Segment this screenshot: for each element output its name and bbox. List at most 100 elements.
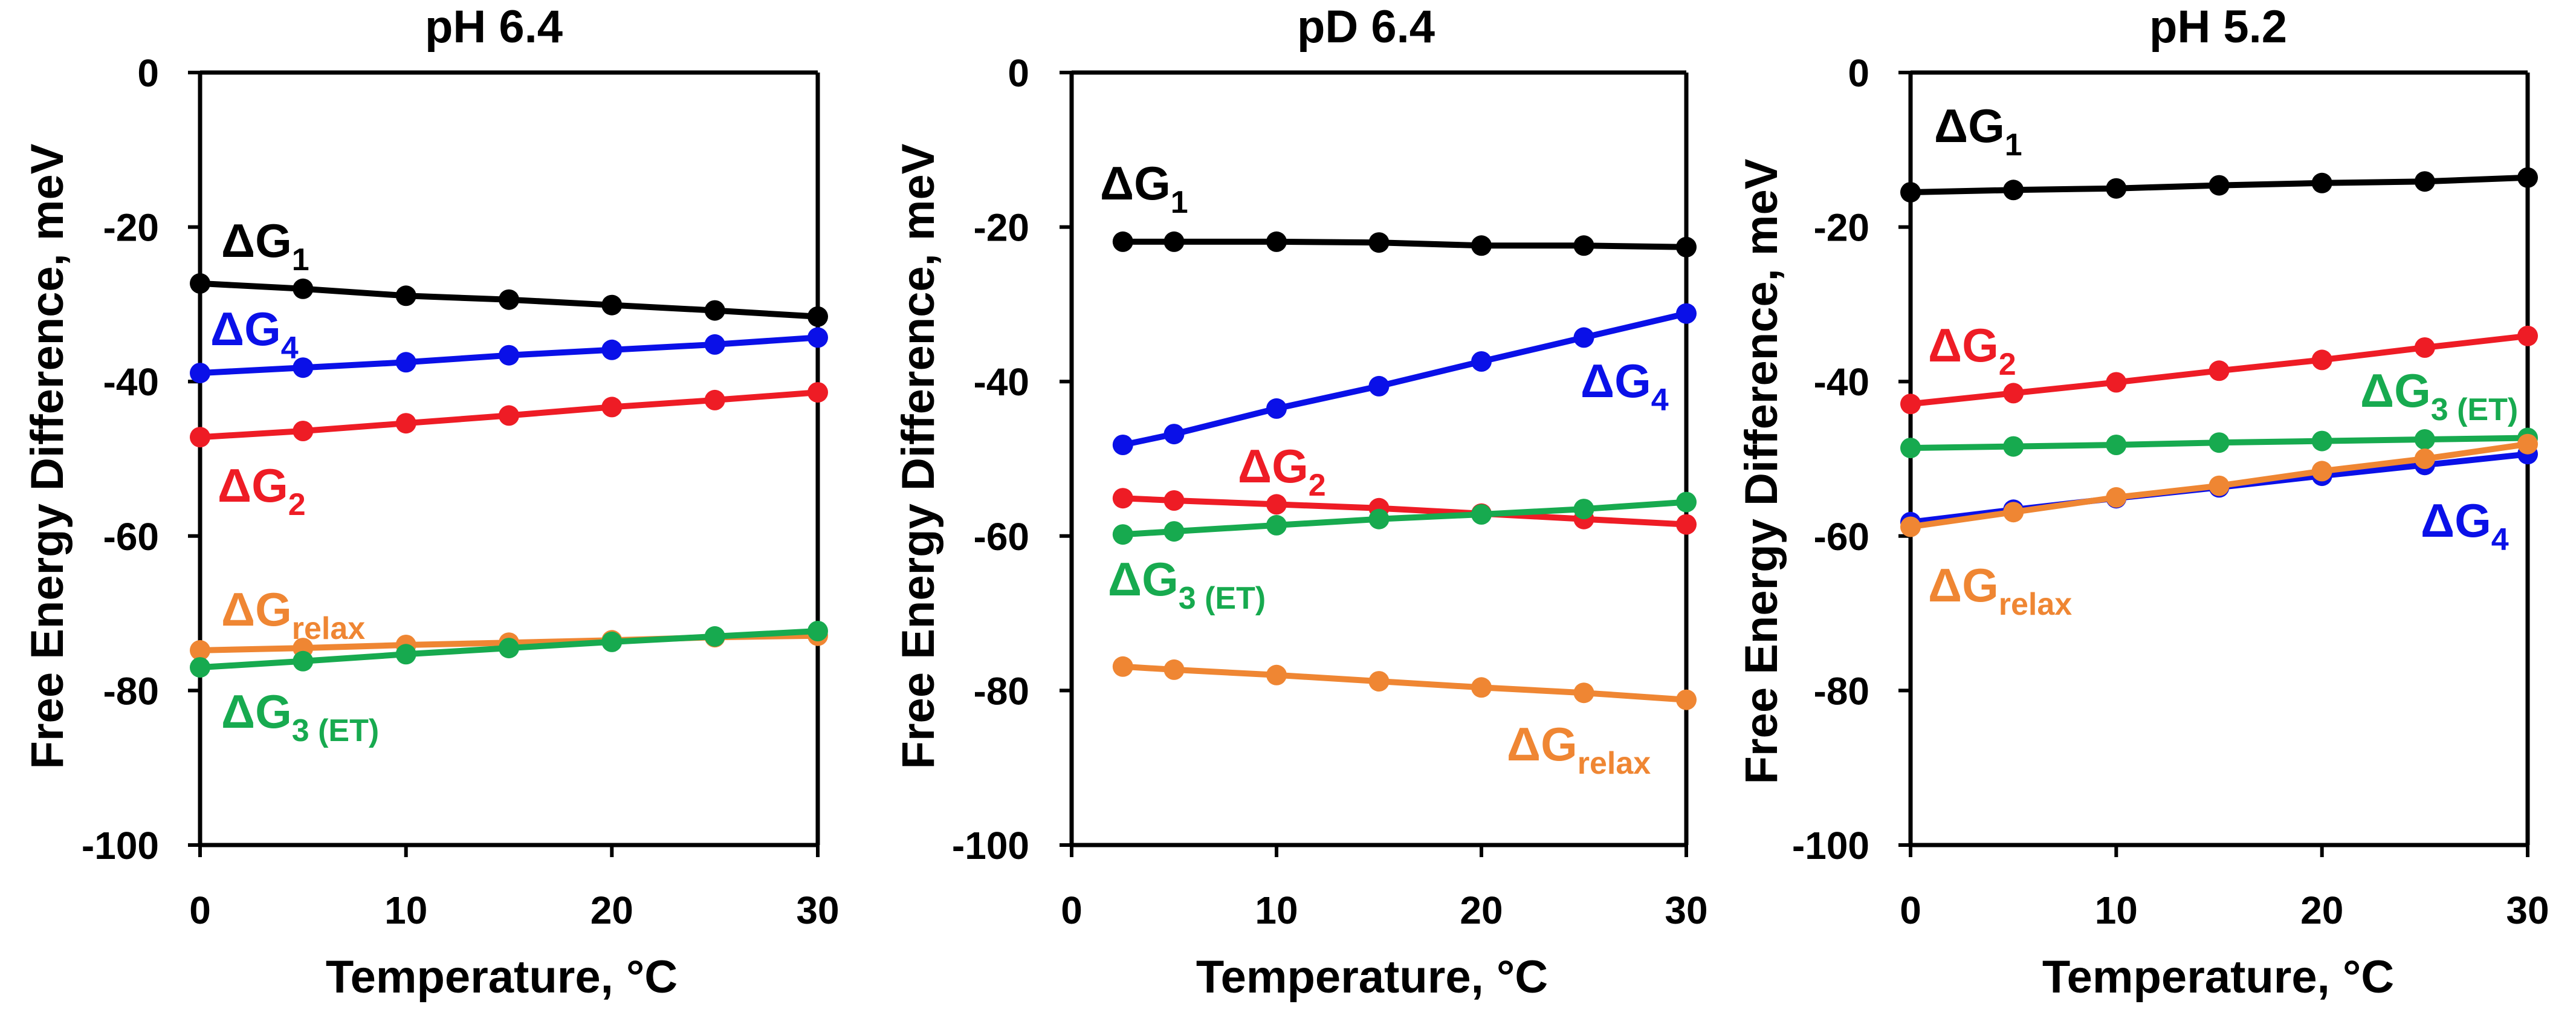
panel-3-ytick-label: -60 — [1814, 515, 1870, 559]
label-main: ΔG — [1108, 552, 1179, 606]
data-point-g1 — [2106, 178, 2127, 199]
data-point-g3-et — [2414, 429, 2435, 450]
data-point-g2 — [1900, 394, 1921, 415]
panel-2-y-ticks: 0 -20 -40 -60 -80 -100 — [952, 51, 1072, 867]
series-g2 — [1900, 325, 2538, 415]
data-point-g4 — [499, 345, 519, 366]
panel-3-ytick-label: 0 — [1848, 51, 1869, 95]
data-point-g2 — [2209, 360, 2230, 381]
data-point-g3-et — [499, 638, 519, 659]
data-point-grelax — [1471, 677, 1492, 698]
panel-2-label-dgrelax: ΔGrelax — [1507, 717, 1651, 781]
panel-1-xtick-label: 30 — [796, 889, 839, 932]
panel-3-xtick-label: 10 — [2095, 889, 2138, 932]
panel-1-ytick-label: -20 — [103, 206, 160, 250]
panel-1-label-dg3: ΔG3 (ET) — [221, 685, 379, 748]
panel-1-ytick-label: -40 — [103, 360, 160, 404]
series-g1 — [190, 273, 828, 327]
data-point-grelax — [1163, 659, 1185, 680]
data-point-g4 — [1266, 398, 1287, 419]
label-sub: 1 — [292, 242, 309, 277]
panel-1-axes — [198, 70, 820, 847]
label-sub: 2 — [288, 487, 306, 522]
label-main: ΔG — [1238, 439, 1309, 493]
panel-2-label-dg1: ΔG1 — [1100, 157, 1188, 220]
data-point-g1 — [1112, 231, 1133, 252]
label-main: ΔG — [2360, 364, 2431, 417]
label-sub: relax — [1999, 587, 2073, 622]
data-point-g1 — [1573, 235, 1594, 256]
panel-1-label-dg4: ΔG4 — [210, 302, 299, 366]
panel-1-xtick-label: 0 — [189, 889, 211, 932]
label-sub: relax — [292, 611, 366, 646]
label-sub: 3 (ET) — [2431, 392, 2518, 427]
data-point-g2 — [1676, 514, 1697, 535]
label-main: ΔG — [1928, 559, 1999, 612]
label-main: ΔG — [1934, 99, 2005, 152]
series-g1 — [1900, 167, 2538, 203]
panel-3-ylabel: Free Energy Difference, meV — [1736, 158, 1787, 784]
panel-3-y-ticks: 0 -20 -40 -60 -80 -100 — [1792, 51, 1911, 867]
panel-3-label-dg1: ΔG1 — [1934, 99, 2022, 163]
label-main: ΔG — [221, 214, 292, 267]
panel-3-xtick-label: 0 — [1900, 889, 1921, 932]
panel-1-label-dg1: ΔG1 — [221, 214, 309, 277]
panel-1-xlabel: Temperature, °C — [326, 951, 678, 1003]
data-point-grelax — [2209, 475, 2230, 496]
data-point-g1 — [499, 289, 519, 310]
panel-3-xlabel: Temperature, °C — [2042, 951, 2394, 1003]
panel-3-ytick-label: -20 — [1814, 206, 1870, 250]
label-sub: relax — [1578, 746, 1651, 781]
data-point-g4 — [601, 339, 623, 360]
series-g3-et — [1112, 491, 1697, 545]
panel-1-label-dg2: ΔG2 — [218, 459, 306, 522]
data-point-g4 — [1471, 351, 1492, 372]
data-point-g2 — [499, 405, 519, 426]
data-point-g3-et — [293, 650, 314, 672]
data-point-g2 — [1163, 490, 1185, 511]
data-point-g3-et — [601, 631, 623, 652]
panel-1-annotations: ΔG1 ΔG4 ΔG2 ΔGrelax ΔG3 (ET) — [210, 214, 379, 748]
data-point-g3-et — [1676, 491, 1697, 513]
data-point-g3-et — [190, 657, 210, 678]
data-point-g4 — [1163, 424, 1185, 445]
panel-1-xtick-label: 10 — [384, 889, 427, 932]
panel-2-title: pD 6.4 — [1297, 1, 1435, 53]
data-point-g3-et — [2106, 435, 2127, 455]
label-sub: 2 — [1999, 347, 2016, 382]
label-main: ΔG — [1100, 157, 1171, 210]
data-point-grelax — [2414, 449, 2435, 469]
data-point-grelax — [2517, 433, 2538, 455]
label-main: ΔG — [221, 685, 292, 738]
panel-2-label-dg4: ΔG4 — [1581, 354, 1669, 418]
data-point-g1 — [704, 300, 725, 321]
data-point-g2 — [2106, 372, 2127, 393]
label-sub: 2 — [1309, 468, 1326, 503]
data-point-g1 — [293, 278, 314, 299]
panel-3-xtick-label: 20 — [2300, 889, 2343, 932]
panel-2-xtick-label: 20 — [1460, 889, 1503, 932]
data-point-g2 — [190, 427, 210, 448]
panel-2-ytick-label: -60 — [974, 515, 1030, 559]
series-g4 — [190, 327, 828, 384]
data-point-grelax — [1266, 664, 1287, 685]
data-point-g4 — [807, 327, 828, 348]
panel-3-label-dg2: ΔG2 — [1928, 319, 2016, 382]
data-point-g1 — [601, 294, 623, 316]
data-point-g1 — [807, 306, 828, 327]
data-point-g1 — [2003, 180, 2024, 201]
data-point-grelax — [2311, 461, 2332, 482]
panel-2-label-dg3: ΔG3 (ET) — [1108, 552, 1266, 616]
panel-3-label-dg3: ΔG3 (ET) — [2360, 364, 2518, 427]
panel-2-x-ticks: 0 10 20 30 — [1061, 845, 1708, 932]
data-point-g1 — [1266, 231, 1287, 252]
label-main: ΔG — [1507, 717, 1578, 771]
panel-2: pD 6.4 Free Energy Difference, meV Tempe… — [893, 1, 1708, 1003]
data-point-g2 — [807, 382, 828, 403]
series-grelax — [1900, 433, 2538, 537]
panel-2-ylabel: Free Energy Difference, meV — [893, 143, 944, 769]
data-point-grelax — [2003, 502, 2024, 523]
series-line-g1 — [1119, 238, 1689, 250]
data-point-g1 — [1471, 235, 1492, 256]
data-point-g2 — [1266, 494, 1287, 515]
